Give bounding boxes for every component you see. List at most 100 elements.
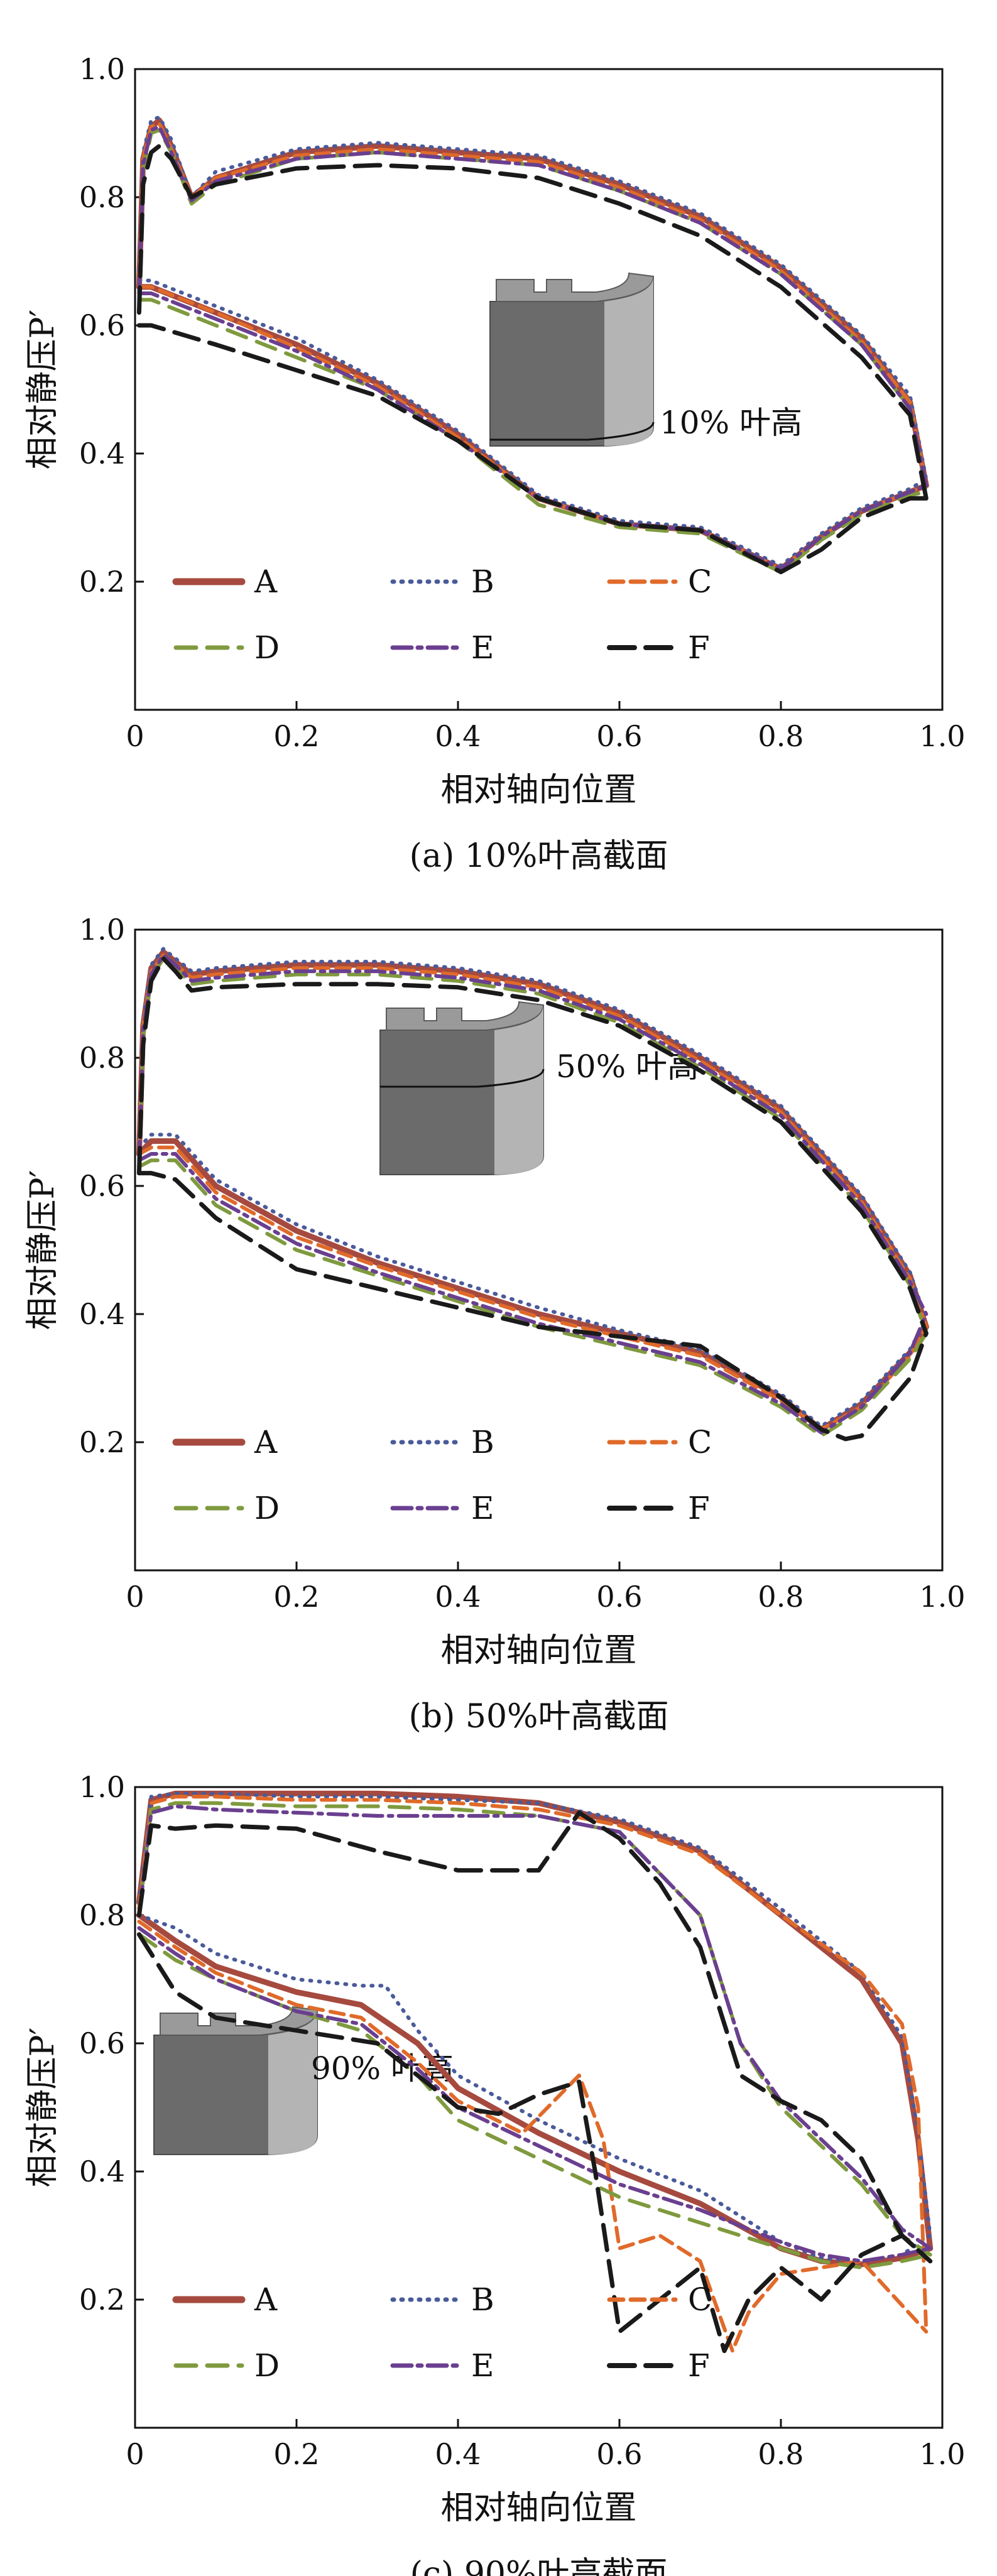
x-tick-label: 0.6 [596, 2437, 642, 2471]
y-tick-label: 1.0 [79, 913, 125, 947]
blade-inset [489, 272, 655, 447]
series-D-lower-line [137, 298, 929, 574]
x-tick-label: 1.0 [919, 719, 965, 753]
legend-label-E: E [471, 629, 494, 666]
span-annotation: 10% 叶高 [660, 405, 802, 441]
chart-panel-3: 0 0.2 0.4 0.6 0.8 1.0 0.2 0.4 0.6 0.8 1.0 相对轴向位置 相对静… [24, 1770, 966, 2576]
legend-label-F: F [688, 629, 710, 666]
chart-panel-1: 0 0.2 0.4 0.6 0.8 1.0 0.2 0.4 0.6 0.8 1.0 相对轴向位置 相对静… [24, 52, 966, 875]
plot-frame [134, 68, 944, 711]
legend-label-C: C [688, 563, 712, 600]
legend-label-D: D [254, 629, 280, 666]
legend-label-A: A [254, 563, 278, 600]
y-tick-label: 0.2 [79, 1425, 125, 1459]
x-axis-label: 相对轴向位置 [440, 1632, 636, 1670]
series-D-lower-line [137, 1932, 932, 2269]
series-F-upper-line [136, 956, 929, 1336]
blade-inset [379, 1001, 545, 1175]
legend-label-C: C [688, 1424, 712, 1460]
legend-label-B: B [471, 563, 494, 600]
y-tick-label: 0.4 [79, 437, 125, 470]
series-B-upper-line [137, 115, 929, 481]
x-tick-label: 0.2 [273, 2437, 319, 2471]
series-E-upper-line [137, 953, 929, 1316]
legend-label-D: D [254, 2347, 280, 2384]
x-tick-label: 0 [126, 1580, 144, 1614]
legend-label-E: E [471, 2347, 494, 2384]
y-tick-label: 1.0 [79, 1770, 125, 1804]
y-tick-label: 0.8 [79, 1041, 125, 1075]
x-tick-label: 0.4 [435, 719, 481, 753]
blade-rim [496, 272, 655, 302]
x-tick-label: 0.6 [596, 1580, 642, 1614]
legend-label-C: C [688, 2281, 712, 2318]
blade-highlight [604, 276, 653, 446]
x-tick-label: 0.8 [758, 1580, 804, 1614]
x-tick-label: 0.2 [273, 719, 319, 753]
blade-rim [386, 1001, 545, 1031]
series-B-lower-line [137, 278, 929, 568]
series-C-lower-line [137, 1145, 929, 1432]
panel-caption: (c) 90%叶高截面 [410, 2555, 668, 2576]
legend-label-B: B [471, 1424, 494, 1460]
y-tick-label: 0.2 [79, 2283, 125, 2317]
y-tick-label: 0.6 [79, 2026, 125, 2060]
blade-highlight [268, 2010, 317, 2155]
y-tick-label: 0.6 [79, 1169, 125, 1203]
y-tick-label: 0.8 [79, 1898, 125, 1932]
x-tick-label: 0 [126, 719, 144, 753]
legend-label-D: D [254, 1490, 280, 1526]
x-tick-label: 0.6 [596, 719, 642, 753]
y-axis-label: 相对静压P′ [24, 1170, 62, 1330]
legend-label-F: F [688, 1490, 710, 1526]
series-A-upper-line [136, 949, 929, 1330]
legend: A B C D E F [172, 563, 712, 666]
series-E-lower-line [137, 1152, 929, 1435]
x-tick-label: 0.4 [435, 1580, 481, 1614]
series-D-upper-line [137, 1801, 932, 2257]
series-A-upper-line [136, 117, 929, 489]
series-B-lower-line [137, 1913, 932, 2263]
x-tick-label: 0.2 [273, 1580, 319, 1614]
y-axis-label: 相对静压P′ [24, 2028, 62, 2188]
y-tick-label: 0.2 [79, 565, 125, 599]
series-A-upper-line [136, 1790, 934, 2251]
series-F-upper-line [136, 143, 929, 501]
blade-highlight [494, 1005, 543, 1175]
series-F-lower-line [136, 1932, 933, 2354]
series-F-upper-line [136, 1810, 933, 2264]
panel-caption: (a) 10%叶高截面 [410, 837, 668, 875]
x-tick-label: 1.0 [919, 2437, 965, 2471]
y-tick-label: 0.4 [79, 2155, 125, 2188]
x-tick-label: 0.8 [758, 2437, 804, 2471]
y-axis-label: 相对静压P′ [24, 310, 62, 470]
plot-frame [134, 928, 944, 1572]
x-tick-label: 1.0 [919, 1580, 965, 1614]
x-tick-label: 0.8 [758, 719, 804, 753]
series-C-lower-line [137, 1920, 929, 2353]
series-B-lower-line [137, 1133, 929, 1428]
series-B-upper-line [137, 1791, 932, 2237]
series-E-upper-line [137, 1804, 932, 2251]
legend-label-A: A [254, 2281, 278, 2318]
legend-label-B: B [471, 2281, 494, 2318]
section-line [490, 421, 655, 441]
chart-panel-2: 0 0.2 0.4 0.6 0.8 1.0 0.2 0.4 0.6 0.8 1.0 相对轴向位置 相对静… [24, 913, 966, 1736]
legend-label-F: F [688, 2347, 710, 2384]
legend: A B C D E F [172, 1424, 712, 1526]
panel-caption: (b) 50%叶高截面 [409, 1698, 669, 1736]
y-tick-label: 0.8 [79, 180, 125, 214]
series-E-lower-line [137, 1926, 932, 2263]
x-tick-label: 0.4 [435, 2437, 481, 2471]
legend-label-E: E [471, 1490, 494, 1526]
series-F-lower-line [136, 323, 929, 575]
y-tick-label: 0.4 [79, 1297, 125, 1331]
legend-label-A: A [254, 1424, 278, 1460]
blade-inset [153, 2006, 319, 2155]
legend: A B C D E F [172, 2281, 712, 2384]
plot-frame [134, 1786, 944, 2429]
series-E-upper-line [137, 124, 929, 487]
x-tick-label: 0 [126, 2437, 144, 2471]
section-line [380, 1068, 545, 1088]
